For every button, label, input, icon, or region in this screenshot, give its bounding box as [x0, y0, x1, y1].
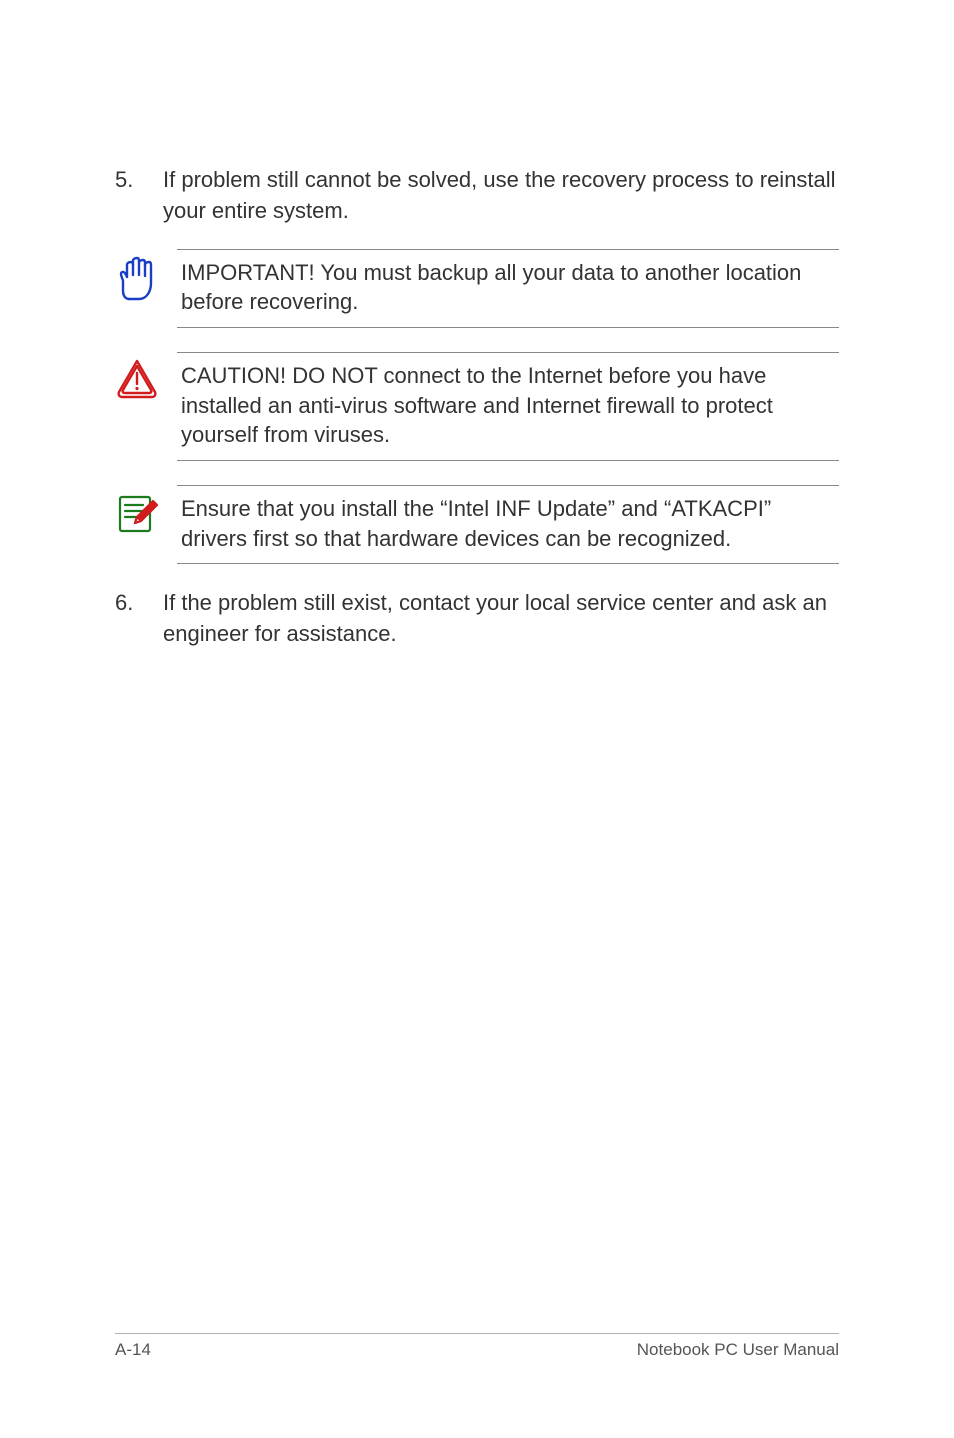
- tip-note: Ensure that you install the “Intel INF U…: [115, 485, 839, 564]
- caution-icon: [115, 352, 177, 402]
- step-number: 5.: [115, 165, 163, 227]
- step-5: 5. If problem still cannot be solved, us…: [115, 165, 839, 227]
- step-text: If the problem still exist, contact your…: [163, 588, 839, 650]
- step-number: 6.: [115, 588, 163, 650]
- page-number: A-14: [115, 1340, 151, 1360]
- important-note: IMPORTANT! You must backup all your data…: [115, 249, 839, 328]
- caution-text: CAUTION! DO NOT connect to the Internet …: [177, 352, 839, 461]
- tip-text: Ensure that you install the “Intel INF U…: [177, 485, 839, 564]
- page-footer: A-14 Notebook PC User Manual: [115, 1333, 839, 1360]
- caution-note: CAUTION! DO NOT connect to the Internet …: [115, 352, 839, 461]
- important-text: IMPORTANT! You must backup all your data…: [177, 249, 839, 328]
- manual-title: Notebook PC User Manual: [637, 1340, 839, 1360]
- page-content: 5. If problem still cannot be solved, us…: [0, 0, 954, 650]
- step-6: 6. If the problem still exist, contact y…: [115, 588, 839, 650]
- step-text: If problem still cannot be solved, use t…: [163, 165, 839, 227]
- notepad-pen-icon: [115, 485, 177, 537]
- hand-icon: [115, 249, 177, 303]
